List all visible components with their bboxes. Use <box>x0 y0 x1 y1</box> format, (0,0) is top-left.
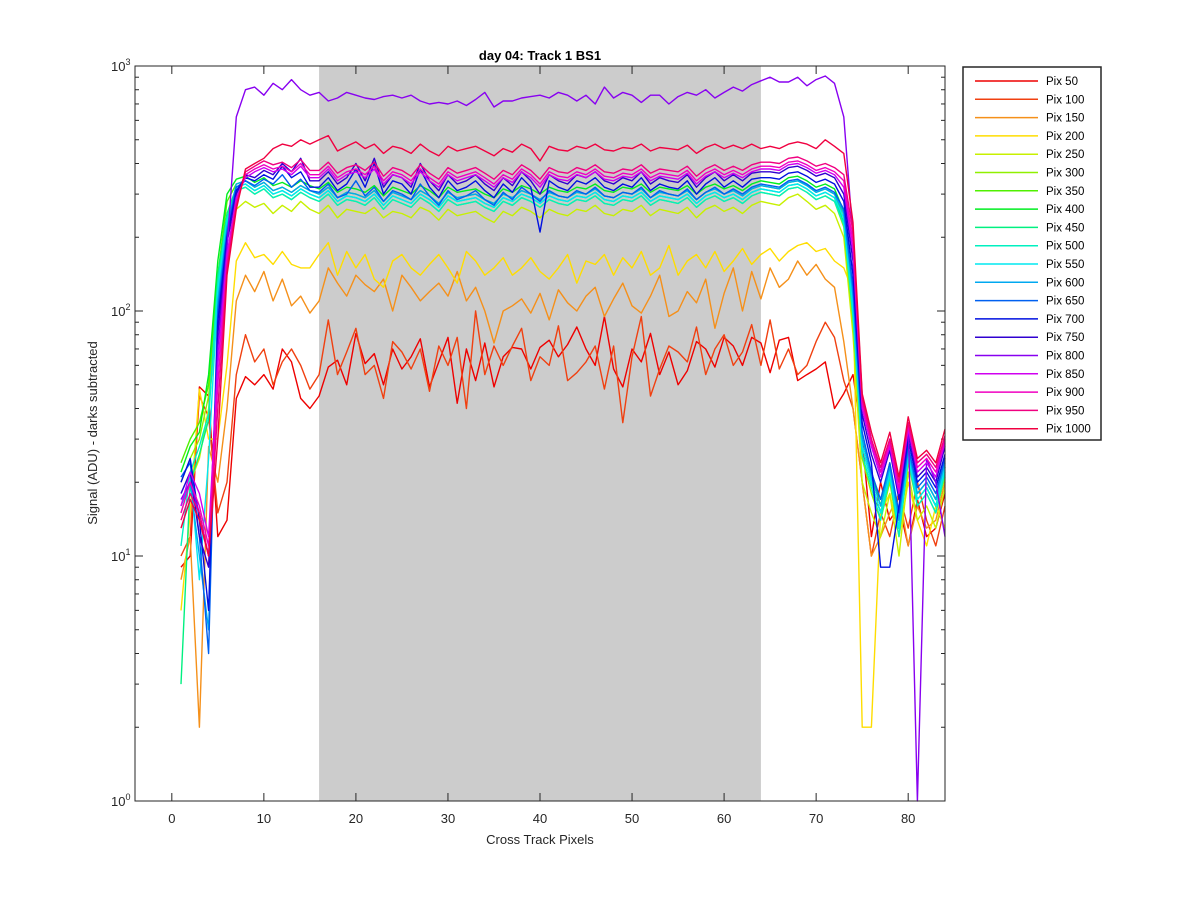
legend-label-pix-700: Pix 700 <box>1046 314 1084 326</box>
legend-label-pix-600: Pix 600 <box>1046 277 1084 289</box>
x-tick-label: 0 <box>168 811 175 826</box>
x-tick-label: 50 <box>625 811 639 826</box>
x-tick-label: 40 <box>533 811 547 826</box>
legend-label-pix-350: Pix 350 <box>1046 186 1084 198</box>
x-tick-label: 20 <box>349 811 363 826</box>
y-tick-label: 103 <box>111 57 130 74</box>
series-line-pix-900 <box>180 160 946 547</box>
legend-label-pix-100: Pix 100 <box>1046 94 1084 106</box>
x-tick-label: 70 <box>809 811 823 826</box>
x-tick-labels: 0 10 20 30 40 50 60 70 80 <box>168 811 915 826</box>
x-axis-label: Cross Track Pixels <box>486 832 594 847</box>
x-tick-label: 30 <box>441 811 455 826</box>
legend-label-pix-250: Pix 250 <box>1046 149 1084 161</box>
legend-label-pix-500: Pix 500 <box>1046 241 1084 253</box>
legend: Pix 50 Pix 100 Pix 150 Pix 200 Pix 250 Pix 30… <box>962 66 1102 441</box>
series-line-pix-650 <box>180 173 946 655</box>
series-line-pix-950 <box>180 156 946 557</box>
y-tick-label: 102 <box>111 302 130 319</box>
x-tick-label: 10 <box>257 811 271 826</box>
legend-label-pix-150: Pix 150 <box>1046 113 1084 125</box>
series-line-pix-200 <box>180 241 946 728</box>
legend-label-pix-1000: Pix 1000 <box>1046 424 1091 436</box>
shaded-region <box>319 66 761 801</box>
series-line-pix-700 <box>180 162 946 612</box>
legend-label-pix-950: Pix 950 <box>1046 405 1084 417</box>
legend-label-pix-800: Pix 800 <box>1046 351 1084 363</box>
legend-label-pix-50: Pix 50 <box>1046 76 1078 88</box>
legend-label-pix-400: Pix 400 <box>1046 204 1084 216</box>
legend-label-pix-850: Pix 850 <box>1046 369 1084 381</box>
chart-title: day 04: Track 1 BS1 <box>479 48 601 63</box>
y-tick-labels: 100 101 102 103 <box>111 57 130 809</box>
y-tick-label: 101 <box>111 547 130 564</box>
legend-label-pix-900: Pix 900 <box>1046 387 1084 399</box>
series-line-pix-100 <box>180 310 946 557</box>
series-line-pix-150 <box>180 260 946 728</box>
series-layer <box>180 75 946 802</box>
y-tick-label: 100 <box>111 792 130 809</box>
x-tick-label: 60 <box>717 811 731 826</box>
legend-label-pix-200: Pix 200 <box>1046 131 1084 143</box>
y-axis-label: Signal (ADU) - darks subtracted <box>85 341 100 525</box>
legend-label-pix-750: Pix 750 <box>1046 332 1084 344</box>
series-line-pix-550 <box>180 183 946 581</box>
series-line-pix-850 <box>180 162 946 538</box>
legend-label-pix-650: Pix 650 <box>1046 296 1084 308</box>
series-line-pix-800 <box>180 75 946 802</box>
series-line-pix-250 <box>180 193 946 557</box>
legend-label-pix-300: Pix 300 <box>1046 168 1084 180</box>
series-line-pix-500 <box>180 186 946 546</box>
series-line-pix-750 <box>180 157 946 568</box>
x-tick-label: 80 <box>901 811 915 826</box>
series-line-pix-1000 <box>180 134 946 557</box>
plot-frame <box>134 65 946 802</box>
legend-box <box>962 66 1102 441</box>
legend-label-pix-450: Pix 450 <box>1046 222 1084 234</box>
legend-label-pix-550: Pix 550 <box>1046 259 1084 271</box>
